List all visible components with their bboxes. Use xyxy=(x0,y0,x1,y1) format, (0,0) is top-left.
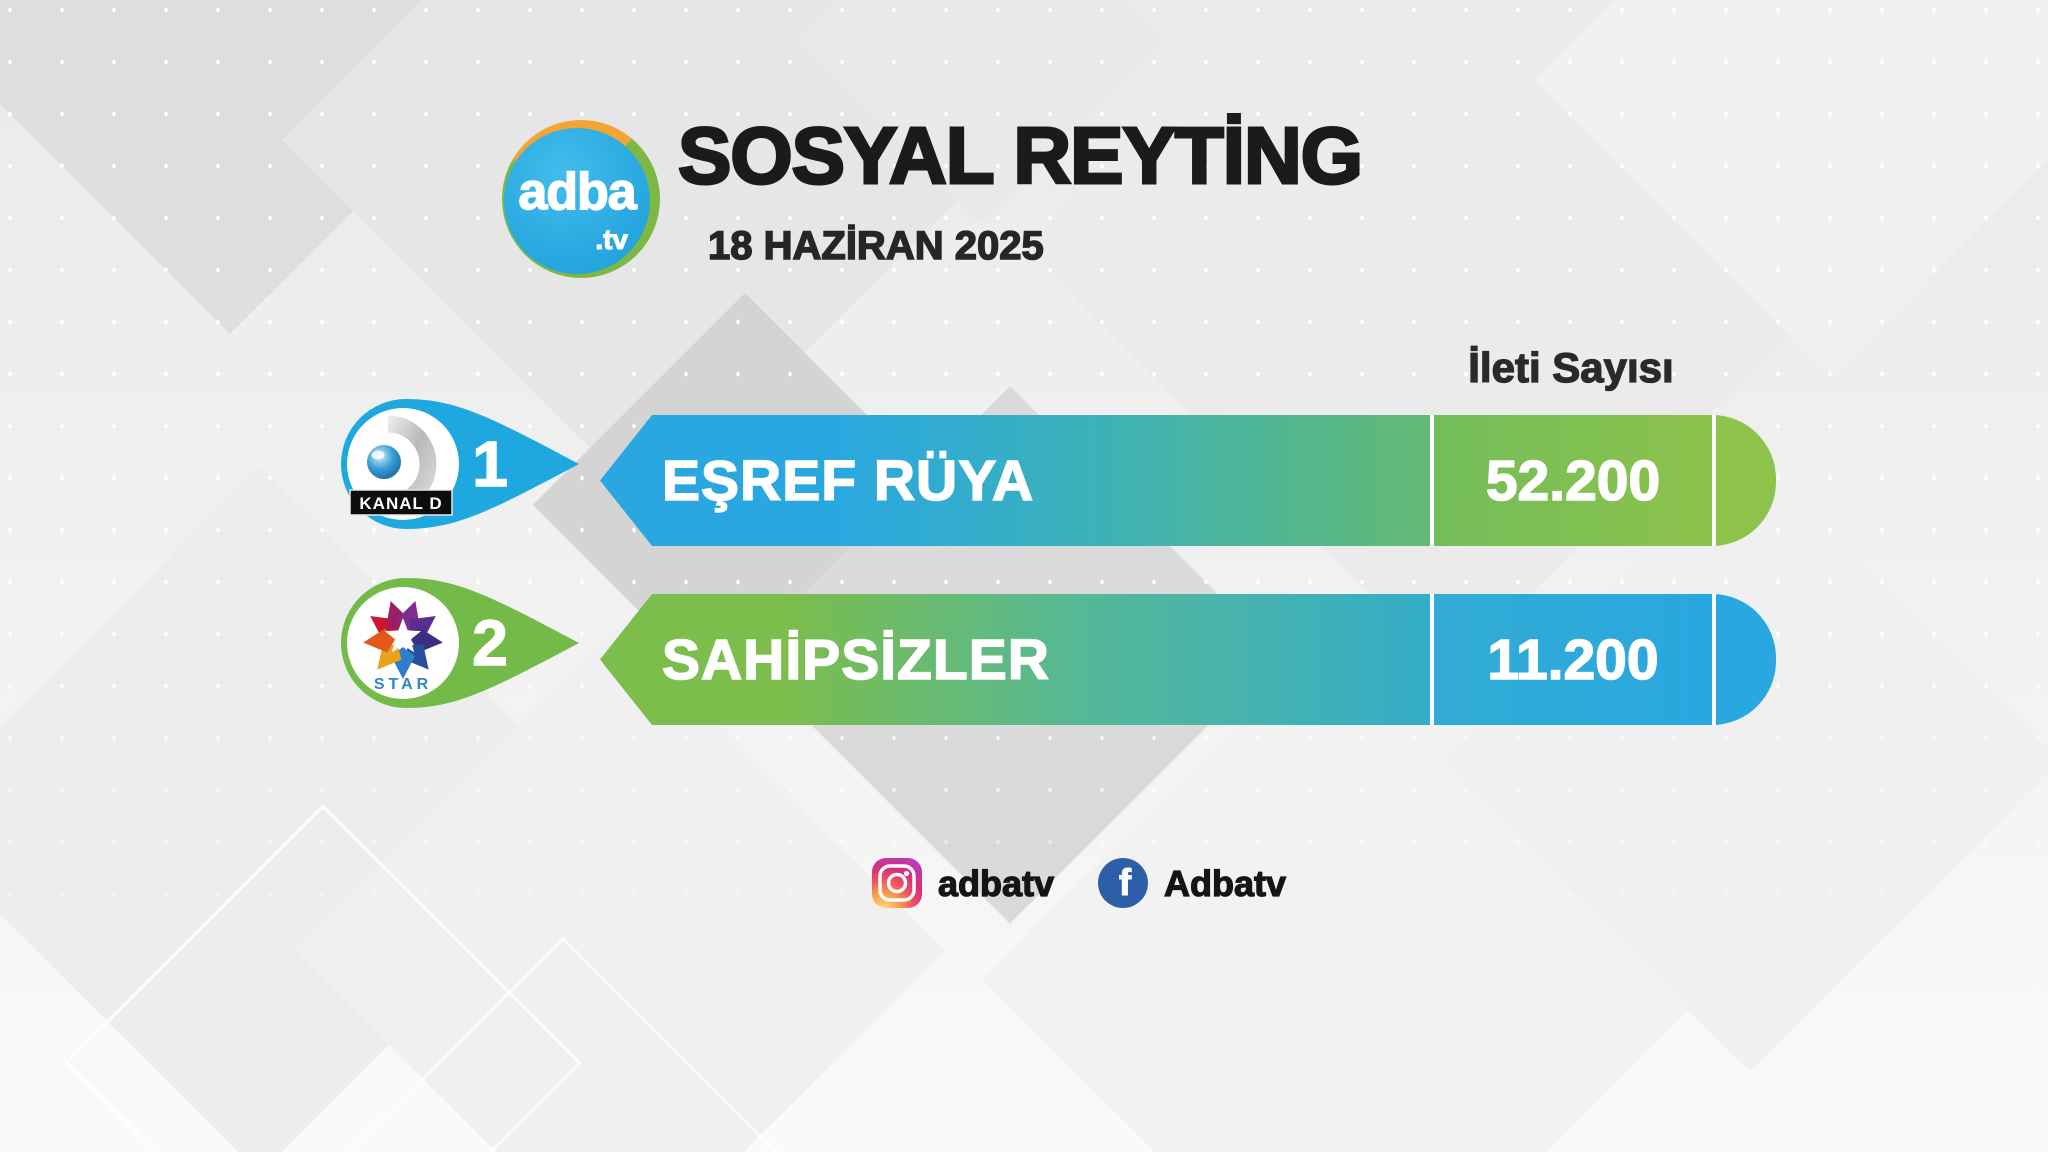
rank-badge-row2: STAR xyxy=(341,578,579,708)
page-title: SOSYAL REYTİNG xyxy=(677,110,1365,201)
value-row1: 52.200 xyxy=(1485,448,1661,514)
date-label: 18 HAZİRAN 2025 xyxy=(707,223,1044,269)
rank-number-row2: 2 xyxy=(471,606,508,680)
value-row2: 11.200 xyxy=(1487,627,1660,693)
adba-logo-circle: adba .tv xyxy=(504,128,650,274)
rank-badge-row1: KANAL D xyxy=(341,399,579,529)
show-name-row2: SAHİPSİZLER xyxy=(661,627,1050,693)
instagram-handle: adbatv xyxy=(937,862,1055,904)
show-name-cell-row1: EŞREF RÜYA xyxy=(600,415,1430,546)
adba-logo-tv-text: .tv xyxy=(595,224,629,256)
bar-end-cap-row2 xyxy=(1712,594,1776,725)
facebook-handle: Adbatv xyxy=(1163,862,1287,904)
value-cell-row2: 11.200 xyxy=(1430,594,1712,725)
kanal-d-label: KANAL D xyxy=(359,494,442,513)
show-name-cell-row2: SAHİPSİZLER xyxy=(600,594,1430,725)
show-name-row1: EŞREF RÜYA xyxy=(661,448,1035,514)
bar-end-cap-row1 xyxy=(1712,415,1776,546)
value-cell-row1: 52.200 xyxy=(1430,415,1712,546)
rank-number-row1: 1 xyxy=(471,427,508,501)
kanal-d-logo: KANAL D xyxy=(349,415,453,516)
facebook-f-glyph: f xyxy=(1118,862,1132,904)
adba-tv-logo: adba .tv xyxy=(502,120,660,278)
rating-bar-row1: EŞREF RÜYA 52.200 xyxy=(600,415,1776,546)
instagram-icon xyxy=(872,858,922,908)
star-tv-logo: STAR xyxy=(363,600,443,693)
value-column-header: İleti Sayısı xyxy=(1468,343,1675,391)
facebook-icon: f xyxy=(1098,858,1148,908)
adba-logo-text: adba xyxy=(518,162,638,222)
star-label: STAR xyxy=(374,676,432,693)
rating-bar-row2: SAHİPSİZLER 11.200 xyxy=(600,594,1776,725)
